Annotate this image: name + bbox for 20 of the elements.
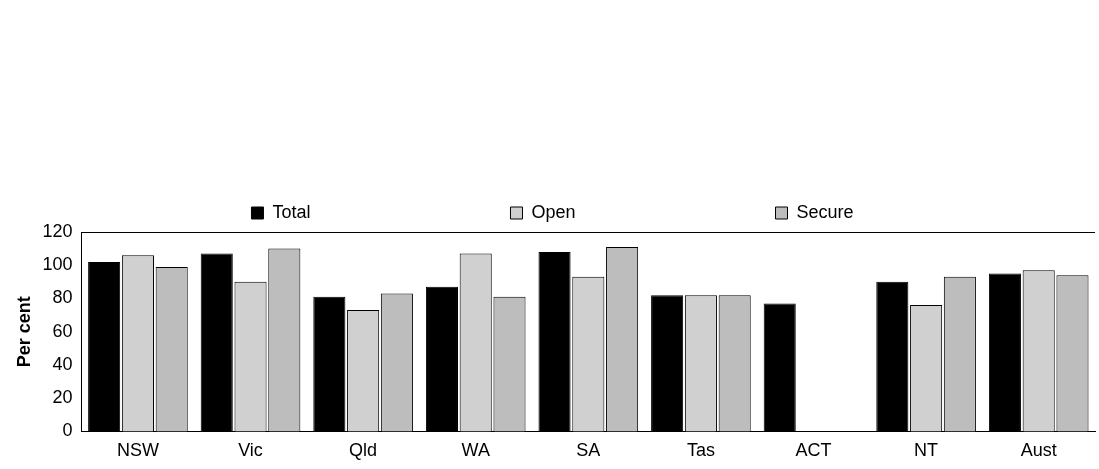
y-tick-label: 100 bbox=[42, 254, 73, 275]
legend-label: Total bbox=[272, 201, 311, 222]
x-tick-label: WA bbox=[461, 440, 490, 461]
y-tick-label: 60 bbox=[52, 320, 73, 341]
x-tick-label: Vic bbox=[238, 440, 263, 461]
y-tick-label: 120 bbox=[42, 220, 73, 241]
x-tick-label: ACT bbox=[795, 440, 832, 461]
x-tick-label: Qld bbox=[349, 440, 378, 461]
legend-label: Open bbox=[531, 201, 576, 222]
y-tick-label: 40 bbox=[52, 353, 73, 374]
x-tick-label: SA bbox=[576, 440, 601, 461]
y-tick-label: 0 bbox=[62, 420, 73, 441]
x-tick-label: Aust bbox=[1020, 440, 1057, 461]
y-tick-label: 80 bbox=[52, 287, 73, 308]
x-tick-label: NT bbox=[914, 440, 939, 461]
x-tick-label: NSW bbox=[116, 440, 159, 461]
legend-label: Secure bbox=[796, 201, 854, 222]
x-tick-label: Tas bbox=[686, 440, 715, 461]
y-axis-title: Per cent bbox=[13, 296, 34, 368]
y-tick-label: 20 bbox=[52, 387, 73, 408]
